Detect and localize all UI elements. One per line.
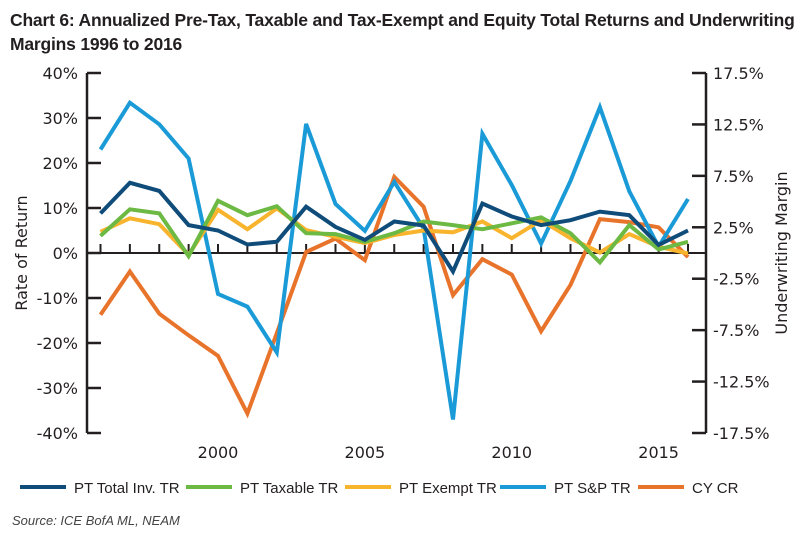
legend-label: PT Taxable TR — [240, 480, 339, 497]
source-note: Source: ICE BofA ML, NEAM — [12, 513, 180, 528]
left-y-tick-label: -40% — [37, 424, 78, 443]
series-line-pt-total-inv-tr — [99, 180, 689, 276]
x-tick-label: 2015 — [638, 443, 679, 462]
legend-label: PT Total Inv. TR — [74, 480, 180, 497]
right-y-tick-label: 17.5% — [713, 64, 764, 83]
left-y-tick-label: 0% — [53, 244, 78, 263]
left-axis-title: Rate of Return — [12, 195, 31, 310]
legend-label: CY CR — [692, 480, 739, 497]
right-y-tick-label: -2.5% — [713, 270, 759, 289]
left-y-tick-label: -10% — [37, 289, 78, 308]
right-axis-title: Underwriting Margin — [772, 171, 791, 334]
left-y-tick-label: 20% — [42, 154, 78, 173]
right-y-tick-label: -17.5% — [713, 424, 770, 443]
left-y-tick-label: 30% — [42, 109, 78, 128]
x-tick-label: 2005 — [345, 443, 386, 462]
left-y-tick-label: -20% — [37, 334, 78, 353]
left-y-tick-label: 40% — [42, 64, 78, 83]
right-y-tick-label: -7.5% — [713, 321, 759, 340]
series-line-pt-taxable-tr — [99, 198, 689, 266]
left-y-tick-label: -30% — [37, 379, 78, 398]
right-y-tick-label: 7.5% — [713, 167, 754, 186]
right-y-tick-label: 12.5% — [713, 115, 764, 134]
right-y-tick-label: -12.5% — [713, 373, 770, 392]
legend-label: PT Exempt TR — [399, 480, 497, 497]
x-tick-label: 2010 — [491, 443, 532, 462]
right-y-tick-label: 2.5% — [713, 218, 754, 237]
series-line-cy-cr — [98, 173, 690, 419]
x-tick-label: 2000 — [198, 443, 239, 462]
left-y-tick-label: 10% — [42, 199, 78, 218]
chart-title: Chart 6: Annualized Pre-Tax, Taxable and… — [10, 10, 795, 54]
legend-label: PT S&P TR — [554, 480, 631, 497]
series-line-pt-s-p-tr — [98, 99, 690, 420]
